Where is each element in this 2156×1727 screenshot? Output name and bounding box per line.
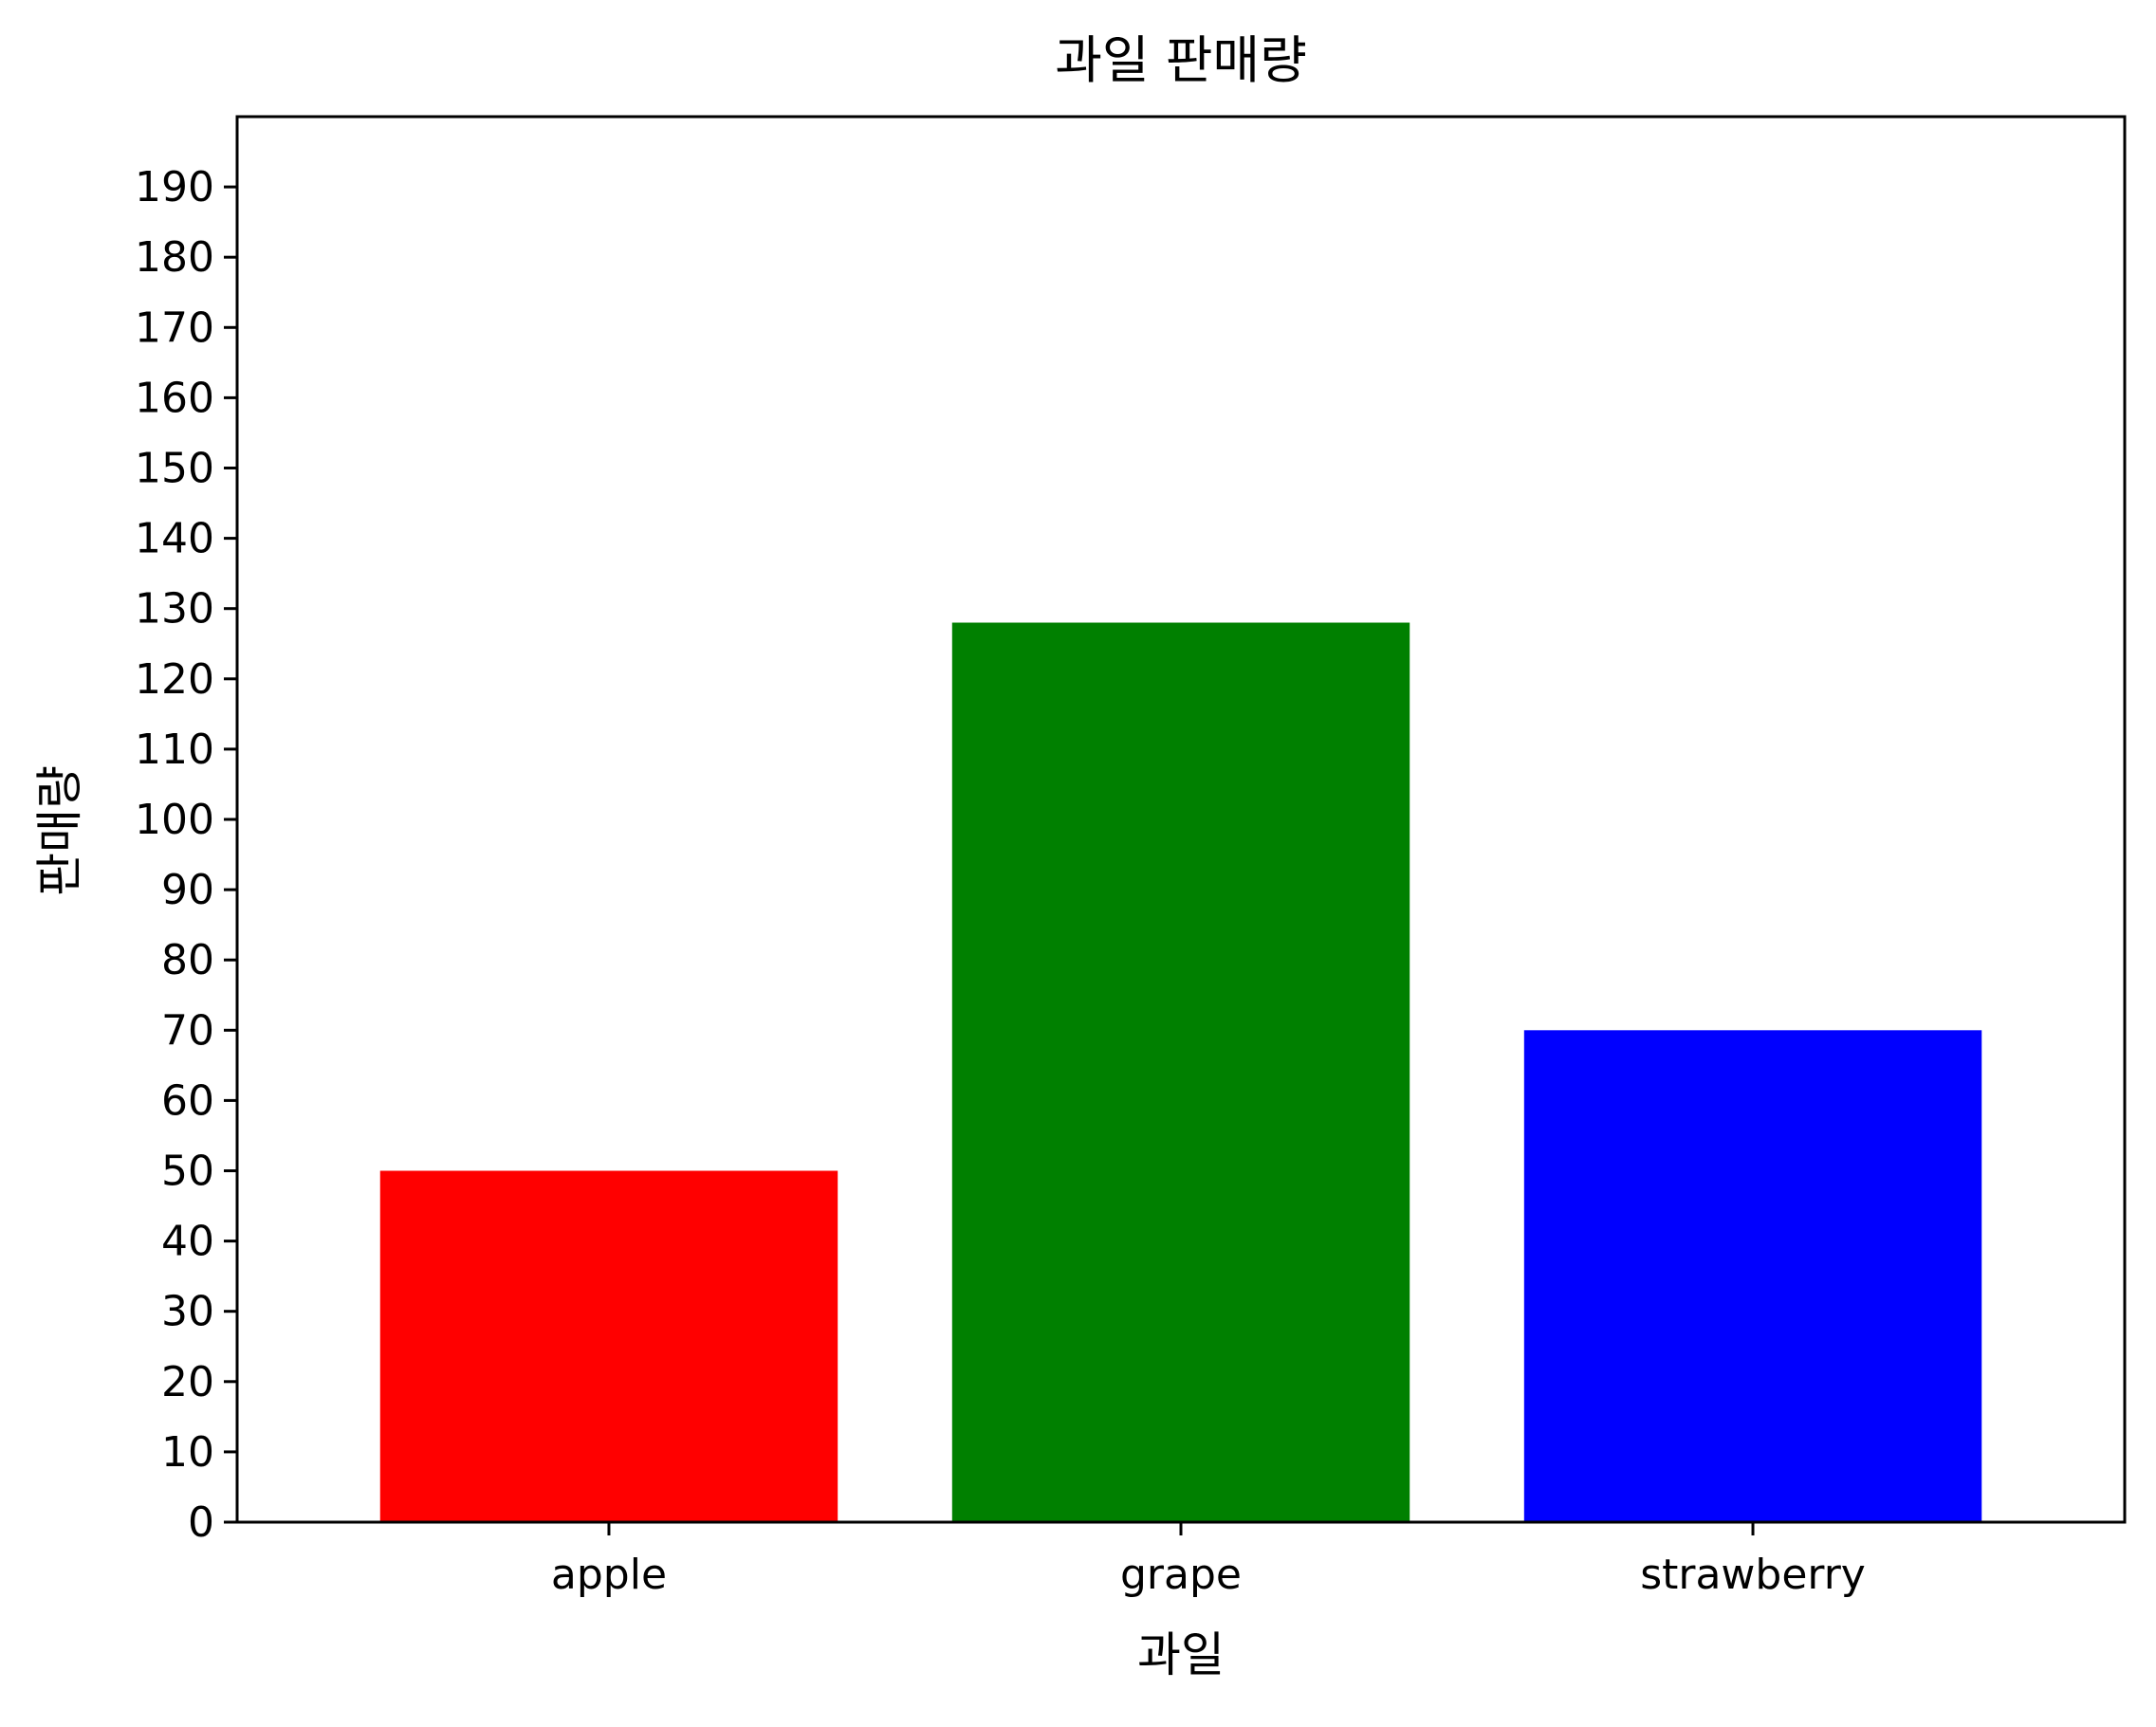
- x-axis-label: 과일: [1137, 1627, 1225, 1682]
- chart-title: 과일 판매량: [1055, 30, 1307, 90]
- x-tick-label-strawberry: strawberry: [1640, 1551, 1866, 1599]
- y-tick-label-10: 10: [161, 1428, 214, 1477]
- y-tick-label-140: 140: [135, 515, 214, 563]
- y-axis-label: 판매량: [32, 765, 87, 896]
- y-tick-label-30: 30: [161, 1288, 214, 1336]
- y-tick-label-130: 130: [135, 585, 214, 634]
- y-tick-label-90: 90: [161, 866, 214, 914]
- y-tick-label-150: 150: [135, 445, 214, 493]
- y-tick-label-110: 110: [135, 726, 214, 774]
- x-axis: apple grape strawberry: [551, 1522, 1866, 1599]
- bar-apple: [379, 1170, 838, 1522]
- x-tick-label-grape: grape: [1120, 1551, 1242, 1599]
- y-tick-label-120: 120: [135, 655, 214, 704]
- y-tick-label-100: 100: [135, 796, 214, 844]
- y-axis: 0 10 20 30 40 50 60 70 80 90 100 110 120 130 140 150 160…: [135, 163, 237, 1547]
- y-tick-label-60: 60: [161, 1076, 214, 1125]
- bars-layer: [379, 622, 1982, 1522]
- y-tick-label-70: 70: [161, 1006, 214, 1055]
- bar-grape: [951, 622, 1410, 1522]
- bar-strawberry: [1523, 1030, 1982, 1522]
- y-tick-label-180: 180: [135, 233, 214, 282]
- y-tick-label-160: 160: [135, 374, 214, 422]
- y-tick-label-80: 80: [161, 936, 214, 984]
- y-tick-label-20: 20: [161, 1358, 214, 1406]
- plot-area-frame: [235, 115, 2127, 1524]
- x-tick-label-apple: apple: [551, 1551, 667, 1599]
- y-tick-label-190: 190: [135, 163, 214, 211]
- y-tick-label-50: 50: [161, 1148, 214, 1196]
- y-tick-label-0: 0: [188, 1498, 214, 1547]
- y-tick-label-40: 40: [161, 1218, 214, 1266]
- y-tick-label-170: 170: [135, 303, 214, 352]
